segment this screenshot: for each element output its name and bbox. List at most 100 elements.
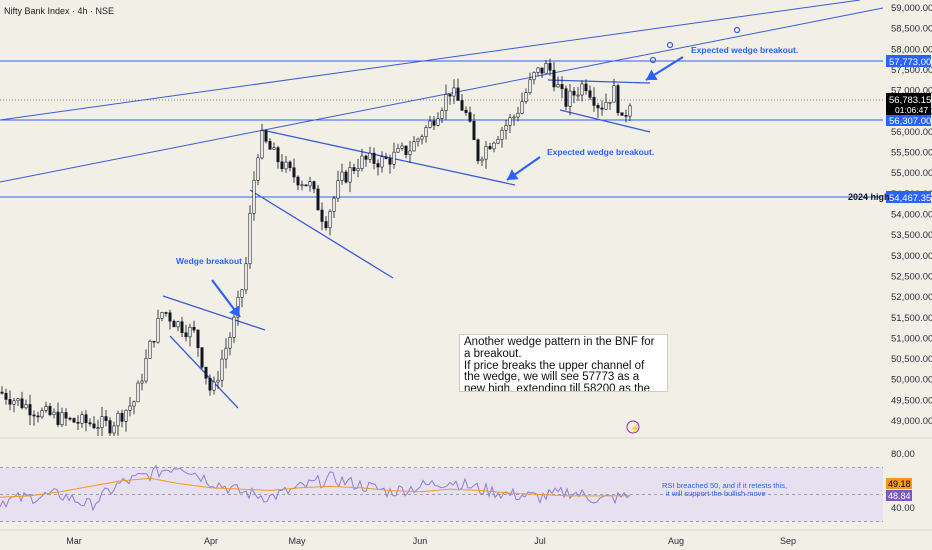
price-tick-label: 57,000.00	[891, 86, 932, 97]
candle-body	[8, 399, 12, 405]
candle-body	[220, 358, 224, 381]
price-tick-label: 58,000.00	[891, 44, 932, 55]
rsi-tick-label: 40.00	[891, 503, 915, 514]
price-level-badge	[886, 191, 931, 203]
candle-body	[172, 320, 176, 328]
candle-body	[364, 155, 368, 160]
price-tick-label: 53,500.00	[891, 230, 932, 241]
candle-body	[140, 380, 144, 384]
price-level-value: 54,467.35	[889, 193, 931, 204]
candle-body	[624, 115, 628, 117]
wedge-line	[261, 129, 516, 186]
candle-body	[64, 412, 68, 419]
candle-body	[344, 171, 348, 183]
candle-body	[424, 127, 428, 138]
candle-body	[544, 63, 548, 74]
candle-body	[608, 101, 612, 104]
candle-body	[88, 422, 92, 425]
chart-title: Nifty Bank Index · 4h · NSE	[4, 6, 115, 16]
time-tick-label: Jun	[413, 536, 428, 546]
candle-body	[180, 321, 184, 333]
candle-body	[92, 423, 96, 429]
candle-body	[512, 116, 516, 119]
candle-body	[168, 312, 172, 322]
candle-body	[524, 92, 528, 102]
candle-body	[28, 404, 32, 416]
candle-body	[516, 112, 520, 118]
rsi-badge	[886, 490, 912, 501]
candle-body	[176, 321, 180, 328]
candle-body	[232, 316, 236, 338]
candle-body	[96, 427, 100, 429]
candle-body	[464, 109, 468, 113]
candle-body	[588, 90, 592, 98]
candle-body	[620, 112, 624, 116]
candle-body	[536, 67, 540, 73]
candle-body	[68, 417, 72, 420]
candle-body	[612, 85, 616, 103]
candle-body	[400, 145, 404, 149]
candle-body	[472, 121, 476, 141]
candle-body	[548, 63, 552, 71]
candle-body	[412, 141, 416, 152]
trendline-point	[733, 26, 741, 34]
candle-body	[320, 209, 324, 222]
candle-body	[144, 358, 148, 382]
wedge-line	[169, 335, 239, 409]
candle-body	[116, 412, 120, 427]
rsi-band	[0, 467, 883, 522]
candle-body	[416, 138, 420, 142]
arrow-breakout-mid-head	[507, 169, 519, 180]
candle-body	[580, 83, 584, 96]
candle-body	[448, 94, 452, 97]
candle-body	[440, 110, 444, 119]
time-tick-label: Jul	[534, 536, 546, 546]
candle-body	[504, 125, 508, 131]
rsi-tick-label: 80.00	[891, 449, 915, 460]
candle-body	[428, 120, 432, 128]
candle-body	[368, 152, 372, 160]
candle-body	[432, 120, 436, 126]
candle-body	[304, 184, 308, 187]
candle-body	[340, 171, 344, 181]
candle-body	[300, 184, 304, 187]
candle-body	[540, 67, 544, 74]
candle-body	[56, 411, 60, 425]
price-tick-label: 50,000.00	[891, 375, 932, 386]
candle-body	[576, 94, 580, 97]
candle-body	[556, 84, 560, 88]
rsi-ma-value: 49.18	[888, 479, 911, 489]
candle-body	[40, 410, 44, 418]
rsi-ma-badge	[886, 478, 912, 489]
price-tick-label: 56,000.00	[891, 127, 932, 138]
candle-body	[452, 87, 456, 97]
candle-body	[104, 416, 108, 421]
candle-body	[156, 318, 160, 343]
candle-body	[376, 163, 380, 168]
candle-body	[280, 161, 284, 170]
price-tick-label: 58,500.00	[891, 24, 932, 35]
candle-body	[296, 176, 300, 186]
annotation-note[interactable]: Another wedge pattern in the BNF for a b…	[459, 334, 668, 392]
candle-body	[480, 158, 484, 162]
price-tick-label: 49,000.00	[891, 416, 932, 427]
candle-body	[216, 379, 220, 383]
rsi-annotation-line1: RSI breached 50, and if it retests this,	[662, 481, 787, 490]
candle-body	[188, 326, 192, 338]
annotation-text: Expected wedge breakout.	[691, 45, 798, 55]
candle-body	[136, 382, 140, 403]
rsi-ma-line	[0, 477, 630, 498]
candle-body	[192, 326, 196, 331]
candle-body	[568, 90, 572, 107]
candle-body	[276, 147, 280, 163]
price-tick-label: 54,000.00	[891, 210, 932, 221]
candle-body	[292, 167, 296, 178]
candle-body	[348, 167, 352, 183]
lightning-icon[interactable]	[626, 420, 640, 434]
candle-body	[596, 105, 600, 109]
candle-body	[244, 263, 248, 291]
candle-body	[332, 197, 336, 212]
current-price-countdown: 01:06:47	[895, 105, 928, 115]
